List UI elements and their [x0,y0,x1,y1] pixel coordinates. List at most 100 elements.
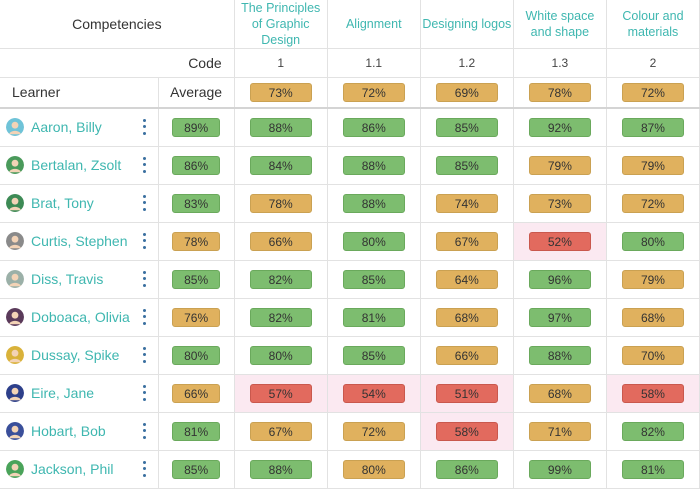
avatar[interactable] [6,308,24,326]
grade-cell[interactable]: 88% [512,335,607,375]
grade-badge[interactable]: 96% [528,269,591,289]
grade-cell[interactable]: 97% [512,297,607,337]
grade-cell[interactable]: 79% [605,145,700,185]
grade-cell[interactable]: 85% [326,335,421,375]
grade-cell[interactable]: 57% [233,373,328,413]
learner-name-link[interactable]: Aaron, Billy [31,119,102,135]
grade-badge[interactable]: 80% [342,231,405,251]
grade-cell[interactable]: 86% [419,449,514,489]
grade-cell[interactable]: 66% [419,335,514,375]
grade-cell[interactable]: 81% [326,297,421,337]
grade-badge[interactable]: 88% [249,459,312,479]
grade-badge[interactable]: 99% [528,459,591,479]
grade-cell[interactable]: 92% [512,107,607,147]
grade-badge[interactable]: 72% [621,193,684,213]
grade-cell[interactable]: 67% [419,221,514,261]
grade-badge[interactable]: 80% [621,231,684,251]
grade-badge[interactable]: 57% [249,383,312,403]
grade-cell[interactable]: 88% [233,449,328,489]
grade-cell[interactable]: 80% [326,221,421,261]
grade-cell[interactable]: 88% [233,107,328,147]
grade-badge[interactable]: 52% [528,231,591,251]
grade-cell[interactable]: 72% [605,183,700,223]
grade-cell[interactable]: 99% [512,449,607,489]
grade-cell[interactable]: 85% [326,259,421,299]
learner-name-link[interactable]: Brat, Tony [31,195,94,211]
grade-cell[interactable]: 88% [326,145,421,185]
kebab-menu-icon[interactable] [142,194,148,211]
grade-badge[interactable]: 88% [342,155,405,175]
grade-badge[interactable]: 81% [342,307,405,327]
learner-name-link[interactable]: Dussay, Spike [31,347,120,363]
grade-cell[interactable]: 79% [605,259,700,299]
grade-badge[interactable]: 87% [621,117,684,137]
grade-badge[interactable]: 88% [342,193,405,213]
grade-badge[interactable]: 80% [249,345,312,365]
grade-badge[interactable]: 85% [435,155,498,175]
grade-badge[interactable]: 88% [249,117,312,137]
grade-badge[interactable]: 92% [528,117,591,137]
learner-name-link[interactable]: Eire, Jane [31,385,95,401]
grade-cell[interactable]: 81% [605,449,700,489]
grade-badge[interactable]: 82% [621,421,684,441]
grade-badge[interactable]: 82% [249,307,312,327]
avatar[interactable] [6,232,24,250]
avatar[interactable] [6,270,24,288]
grade-badge[interactable]: 70% [621,345,684,365]
grade-badge[interactable]: 84% [249,155,312,175]
kebab-menu-icon[interactable] [142,422,148,439]
avatar[interactable] [6,194,24,212]
learner-name-link[interactable]: Doboaca, Olivia [31,309,130,325]
grade-cell[interactable]: 54% [326,373,421,413]
competency-name[interactable]: White space and shape [512,0,607,49]
avatar[interactable] [6,460,24,478]
grade-badge[interactable]: 67% [435,231,498,251]
grade-cell[interactable]: 80% [233,335,328,375]
competency-name[interactable]: Colour and materials [605,0,700,49]
avatar[interactable] [6,156,24,174]
grade-cell[interactable]: 73% [512,183,607,223]
grade-badge[interactable]: 85% [342,345,405,365]
grade-cell[interactable]: 85% [419,107,514,147]
learner-name-link[interactable]: Jackson, Phil [31,461,114,477]
grade-badge[interactable]: 82% [249,269,312,289]
kebab-menu-icon[interactable] [142,460,148,477]
kebab-menu-icon[interactable] [142,384,148,401]
grade-cell[interactable]: 80% [326,449,421,489]
grade-cell[interactable]: 71% [512,411,607,451]
grade-badge[interactable]: 71% [528,421,591,441]
grade-cell[interactable]: 82% [233,259,328,299]
kebab-menu-icon[interactable] [142,118,148,135]
grade-cell[interactable]: 82% [605,411,700,451]
grade-badge[interactable]: 78% [249,193,312,213]
grade-badge[interactable]: 74% [435,193,498,213]
grade-cell[interactable]: 79% [512,145,607,185]
grade-badge[interactable]: 68% [528,383,591,403]
average-column-header[interactable]: Average [157,77,235,109]
grade-cell[interactable]: 74% [419,183,514,223]
grade-badge[interactable]: 58% [621,383,684,403]
grade-badge[interactable]: 85% [342,269,405,289]
grade-cell[interactable]: 68% [419,297,514,337]
kebab-menu-icon[interactable] [142,270,148,287]
grade-badge[interactable]: 85% [435,117,498,137]
grade-badge[interactable]: 80% [342,459,405,479]
grade-cell[interactable]: 82% [233,297,328,337]
learner-name-link[interactable]: Bertalan, Zsolt [31,157,122,173]
competency-name[interactable]: Designing logos [419,0,514,49]
kebab-menu-icon[interactable] [142,308,148,325]
grade-cell[interactable]: 68% [605,297,700,337]
grade-cell[interactable]: 58% [419,411,514,451]
kebab-menu-icon[interactable] [142,156,148,173]
grade-badge[interactable]: 64% [435,269,498,289]
grade-badge[interactable]: 67% [249,421,312,441]
grade-badge[interactable]: 66% [249,231,312,251]
learner-name-link[interactable]: Curtis, Stephen [31,233,128,249]
grade-cell[interactable]: 68% [512,373,607,413]
grade-badge[interactable]: 58% [435,421,498,441]
grade-cell[interactable]: 85% [419,145,514,185]
grade-badge[interactable]: 86% [435,459,498,479]
grade-badge[interactable]: 68% [621,307,684,327]
grade-cell[interactable]: 86% [326,107,421,147]
avatar[interactable] [6,118,24,136]
